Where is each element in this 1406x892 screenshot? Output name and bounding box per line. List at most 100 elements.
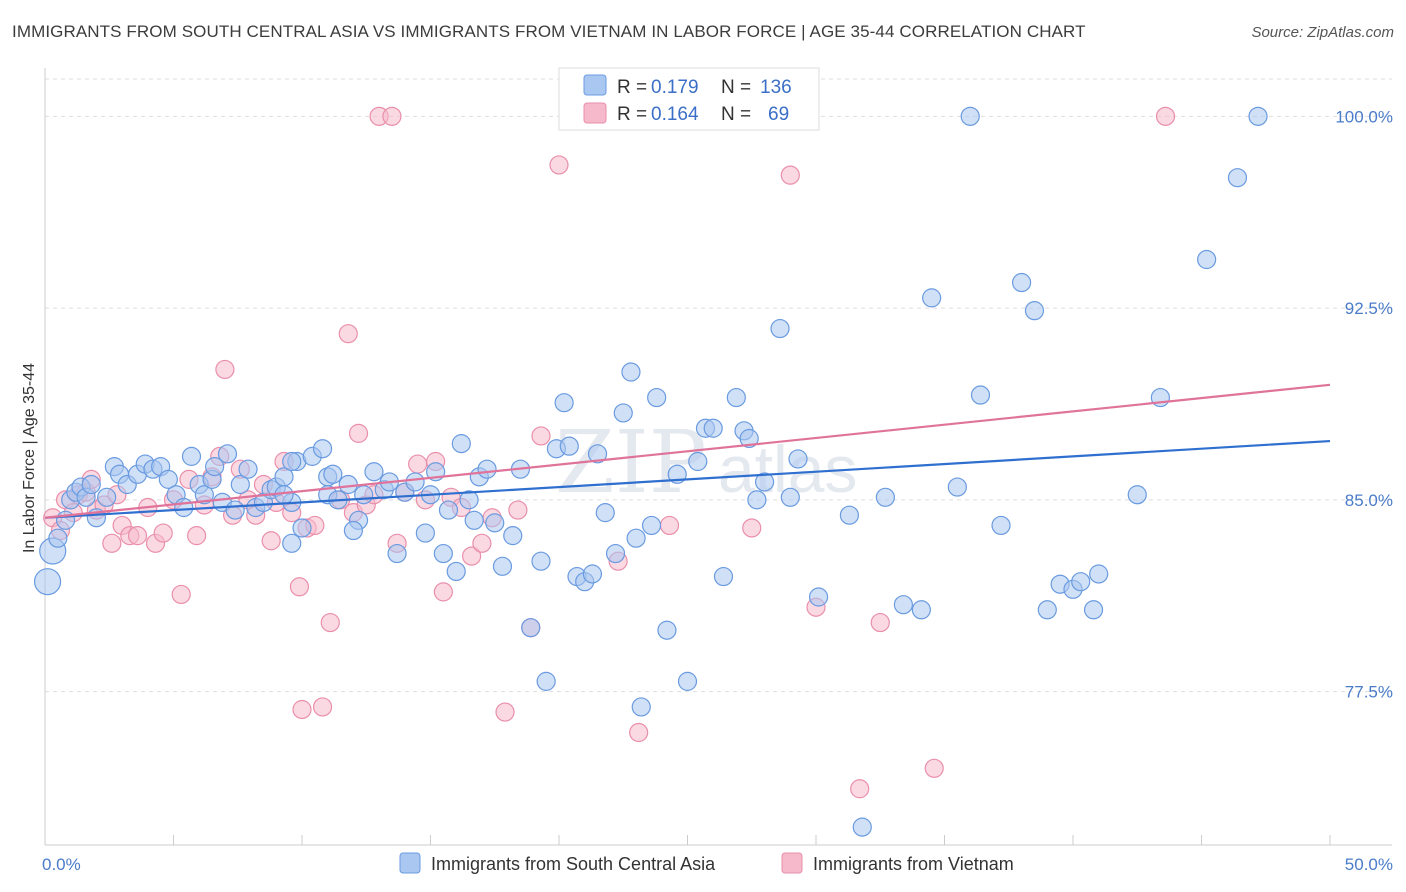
blue-point (947, 477, 967, 497)
blue-point (991, 515, 1011, 536)
blue-point (438, 500, 459, 520)
blue-point (922, 288, 942, 308)
blue-point (459, 490, 479, 510)
pink-point (102, 533, 122, 553)
blue-point (338, 474, 358, 495)
blue-point (554, 393, 574, 413)
chart-title: IMMIGRANTS FROM SOUTH CENTRAL ASIA VS IM… (12, 22, 1086, 41)
blue-point (433, 543, 453, 564)
blue-point (839, 505, 860, 525)
blue-point (626, 528, 646, 548)
blue-point (343, 520, 363, 541)
blue-point (1011, 272, 1032, 293)
series-legend: Immigrants from South Central Asia Immig… (399, 852, 1014, 874)
pink-point (472, 533, 492, 553)
blue-point (225, 500, 245, 520)
blue-point (713, 566, 734, 587)
legend-n-value-2: 69 (768, 104, 789, 125)
pink-point (261, 531, 281, 551)
blue-point (1248, 106, 1268, 126)
blue-point (354, 485, 374, 505)
pink-point (462, 546, 482, 566)
legend-n-label-1: N = (721, 77, 751, 98)
blue-point (770, 318, 790, 339)
pink-point (870, 612, 890, 633)
blue-point (451, 434, 471, 454)
blue-trend-line (44, 439, 1331, 519)
blue-point (747, 490, 767, 510)
blue-point (688, 451, 708, 472)
blue-point (911, 600, 931, 620)
blue-point (559, 436, 579, 456)
blue-point (754, 472, 775, 492)
blue-point (587, 444, 608, 464)
legend-n-value-1: 136 (760, 77, 792, 98)
pink-point (292, 699, 312, 720)
blue-point (875, 487, 895, 507)
blue-point (536, 671, 556, 691)
blue-point (503, 526, 523, 546)
blue-point (205, 457, 225, 477)
blue-point (282, 451, 302, 472)
x-tick-label-max: 50.0% (1345, 855, 1393, 874)
pink-point (850, 779, 870, 799)
blue-point (739, 428, 759, 449)
pink-trend-line (44, 383, 1331, 519)
pink-point (433, 582, 453, 602)
pink-point (127, 526, 148, 546)
blue-point (217, 444, 238, 464)
blue-point (1089, 564, 1109, 584)
blue-point (230, 474, 250, 495)
blue-point (97, 487, 117, 507)
blue-point (81, 474, 101, 495)
blue-point (641, 515, 662, 536)
blue-point (194, 485, 214, 505)
pink-point (924, 758, 944, 778)
pink-point (382, 106, 402, 126)
blue-point (531, 551, 551, 571)
blue-point (387, 543, 407, 564)
blue-point (1083, 600, 1104, 620)
blue-point (415, 523, 435, 543)
blue-point (1071, 572, 1091, 592)
blue-point (405, 472, 425, 492)
blue-point (595, 503, 615, 523)
blue-point (780, 487, 800, 507)
pink-point (531, 426, 551, 446)
legend-r-value-2: 0.164 (651, 104, 699, 125)
y-tick-label: 100.0% (1335, 107, 1393, 126)
blue-point (621, 362, 641, 382)
blue-point (893, 595, 913, 615)
blue-point (788, 449, 808, 469)
pink-point (549, 155, 569, 175)
blue-point (1037, 600, 1057, 620)
series-legend-swatch-pink (781, 852, 803, 874)
blue-point (808, 587, 829, 607)
blue-point (852, 817, 872, 837)
blue-point (477, 459, 497, 479)
blue-point (1127, 485, 1147, 505)
blue-point (1227, 168, 1248, 188)
legend-r-label-2: R = (617, 104, 647, 125)
blue-point (174, 497, 194, 518)
x-tick-label-min: 0.0% (42, 855, 81, 874)
pink-point (215, 359, 235, 380)
blue-point (238, 459, 258, 479)
blue-point (613, 403, 633, 423)
blue-point (960, 106, 980, 126)
legend-n-label-2: N = (721, 104, 751, 125)
pink-point (320, 612, 340, 633)
blue-point (631, 697, 651, 717)
pink-point (742, 518, 762, 538)
blue-point (970, 385, 991, 405)
blue-point (158, 469, 178, 489)
blue-point (605, 543, 626, 564)
y-tick-label: 77.5% (1345, 683, 1393, 702)
y-tick-label: 85.0% (1345, 491, 1393, 510)
axis-layer: 77.5% 85.0% 92.5% 100.0% 0.0% 50.0% (42, 68, 1393, 874)
pink-point (780, 165, 800, 185)
chart-source: Source: ZipAtlas.com (1251, 24, 1394, 41)
pink-point (629, 722, 649, 743)
blue-point (282, 533, 302, 553)
